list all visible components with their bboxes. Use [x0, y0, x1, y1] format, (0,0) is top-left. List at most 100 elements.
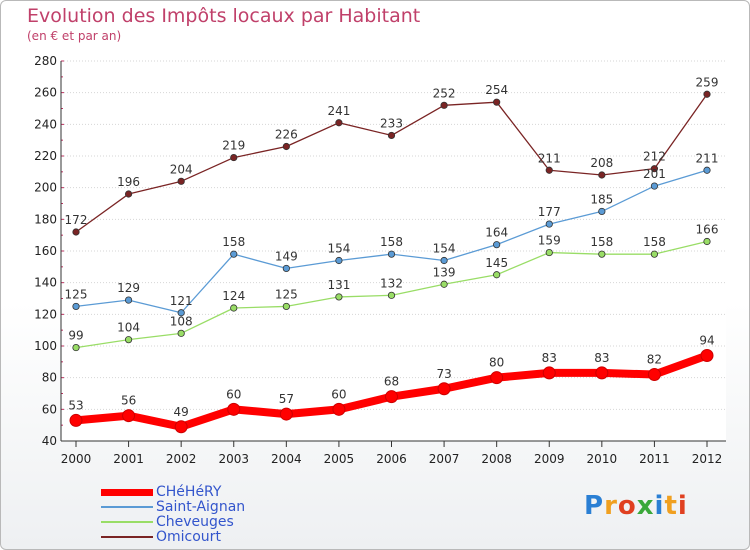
legend-label: Cheveuges	[156, 514, 234, 530]
legend-swatch	[101, 521, 153, 523]
x-tick-label: 2010	[587, 452, 618, 466]
data-point	[700, 349, 714, 362]
data-point	[124, 336, 133, 344]
data-point	[332, 402, 346, 416]
data-point	[542, 366, 556, 380]
data-label: 125	[275, 287, 298, 301]
data-label: 60	[331, 387, 346, 401]
x-tick-label: 2008	[481, 452, 512, 466]
data-point	[227, 402, 241, 416]
chart-subtitle: (en € et par an)	[27, 29, 122, 43]
data-label: 211	[696, 151, 719, 165]
data-point	[598, 207, 606, 216]
data-point	[650, 165, 659, 173]
data-label: 212	[643, 150, 666, 164]
data-label: 201	[643, 167, 666, 181]
y-tick-label: 60	[42, 402, 57, 416]
x-tick-label: 2002	[166, 452, 197, 466]
data-label: 254	[485, 83, 508, 97]
data-label: 131	[327, 278, 350, 292]
legend-swatch	[101, 506, 153, 508]
x-tick-label: 2005	[324, 452, 355, 466]
data-label: 49	[174, 405, 189, 419]
data-point	[440, 256, 448, 265]
y-tick-label: 280	[34, 54, 57, 68]
data-label: 252	[433, 86, 456, 100]
legend-label: CHéHéRY	[156, 484, 222, 500]
data-label: 241	[327, 104, 350, 118]
y-tick-label: 240	[34, 117, 57, 131]
data-point	[387, 250, 396, 258]
data-point	[598, 171, 606, 179]
y-tick-label: 160	[34, 244, 57, 258]
data-label: 233	[380, 116, 403, 130]
data-point	[650, 250, 659, 258]
data-label: 166	[696, 223, 719, 237]
data-point	[174, 420, 188, 434]
data-point	[230, 304, 238, 312]
legend-label: Saint-Aignan	[156, 499, 246, 515]
data-label: 83	[594, 351, 609, 365]
data-point	[545, 248, 553, 257]
data-label: 208	[590, 156, 613, 170]
x-tick-label: 2006	[376, 452, 407, 466]
data-point	[124, 296, 133, 304]
plot-area	[61, 61, 726, 441]
data-point	[385, 390, 398, 404]
data-label: 172	[65, 213, 88, 227]
data-label: 158	[380, 235, 403, 249]
data-label: 108	[170, 314, 193, 328]
data-point	[545, 166, 553, 174]
y-tick-label: 260	[34, 86, 57, 100]
data-label: 124	[222, 289, 245, 303]
data-point	[72, 228, 80, 236]
data-point	[230, 153, 238, 162]
y-tick-label: 140	[34, 276, 57, 290]
data-label: 158	[590, 235, 613, 249]
data-point	[282, 302, 290, 311]
data-point	[703, 166, 711, 174]
data-point	[72, 343, 80, 352]
data-point	[69, 413, 83, 427]
data-label: 158	[222, 235, 245, 249]
data-label: 104	[117, 321, 140, 335]
data-point	[437, 382, 451, 396]
data-label: 80	[489, 356, 504, 370]
data-label: 132	[380, 276, 403, 290]
legend-swatch	[101, 536, 153, 538]
data-label: 185	[590, 192, 613, 206]
data-label: 177	[538, 205, 561, 219]
data-label: 129	[117, 281, 140, 295]
data-label: 196	[117, 175, 140, 189]
y-tick-label: 40	[42, 434, 57, 448]
data-point	[545, 220, 553, 228]
data-point	[598, 250, 606, 258]
data-point	[230, 250, 238, 258]
data-label: 204	[170, 162, 193, 176]
y-tick-label: 100	[34, 339, 57, 353]
data-label: 259	[696, 75, 719, 89]
data-point	[122, 409, 136, 423]
data-label: 149	[275, 249, 298, 263]
data-label: 94	[699, 334, 714, 348]
data-point	[282, 142, 290, 151]
y-tick-label: 120	[34, 307, 57, 321]
x-tick-label: 2011	[639, 452, 670, 466]
data-label: 68	[384, 375, 399, 389]
data-point	[282, 264, 290, 273]
data-label: 125	[65, 287, 88, 301]
data-point	[279, 407, 293, 421]
data-label: 57	[279, 392, 294, 406]
data-point	[177, 309, 185, 317]
data-label: 211	[538, 151, 561, 165]
data-label: 99	[68, 329, 83, 343]
data-point	[647, 368, 661, 381]
legend-label: Omicourt	[156, 529, 221, 545]
x-tick-label: 2004	[271, 452, 302, 466]
data-point	[440, 280, 448, 288]
x-tick-label: 2000	[61, 452, 92, 466]
data-point	[650, 182, 659, 190]
data-point	[124, 190, 133, 198]
